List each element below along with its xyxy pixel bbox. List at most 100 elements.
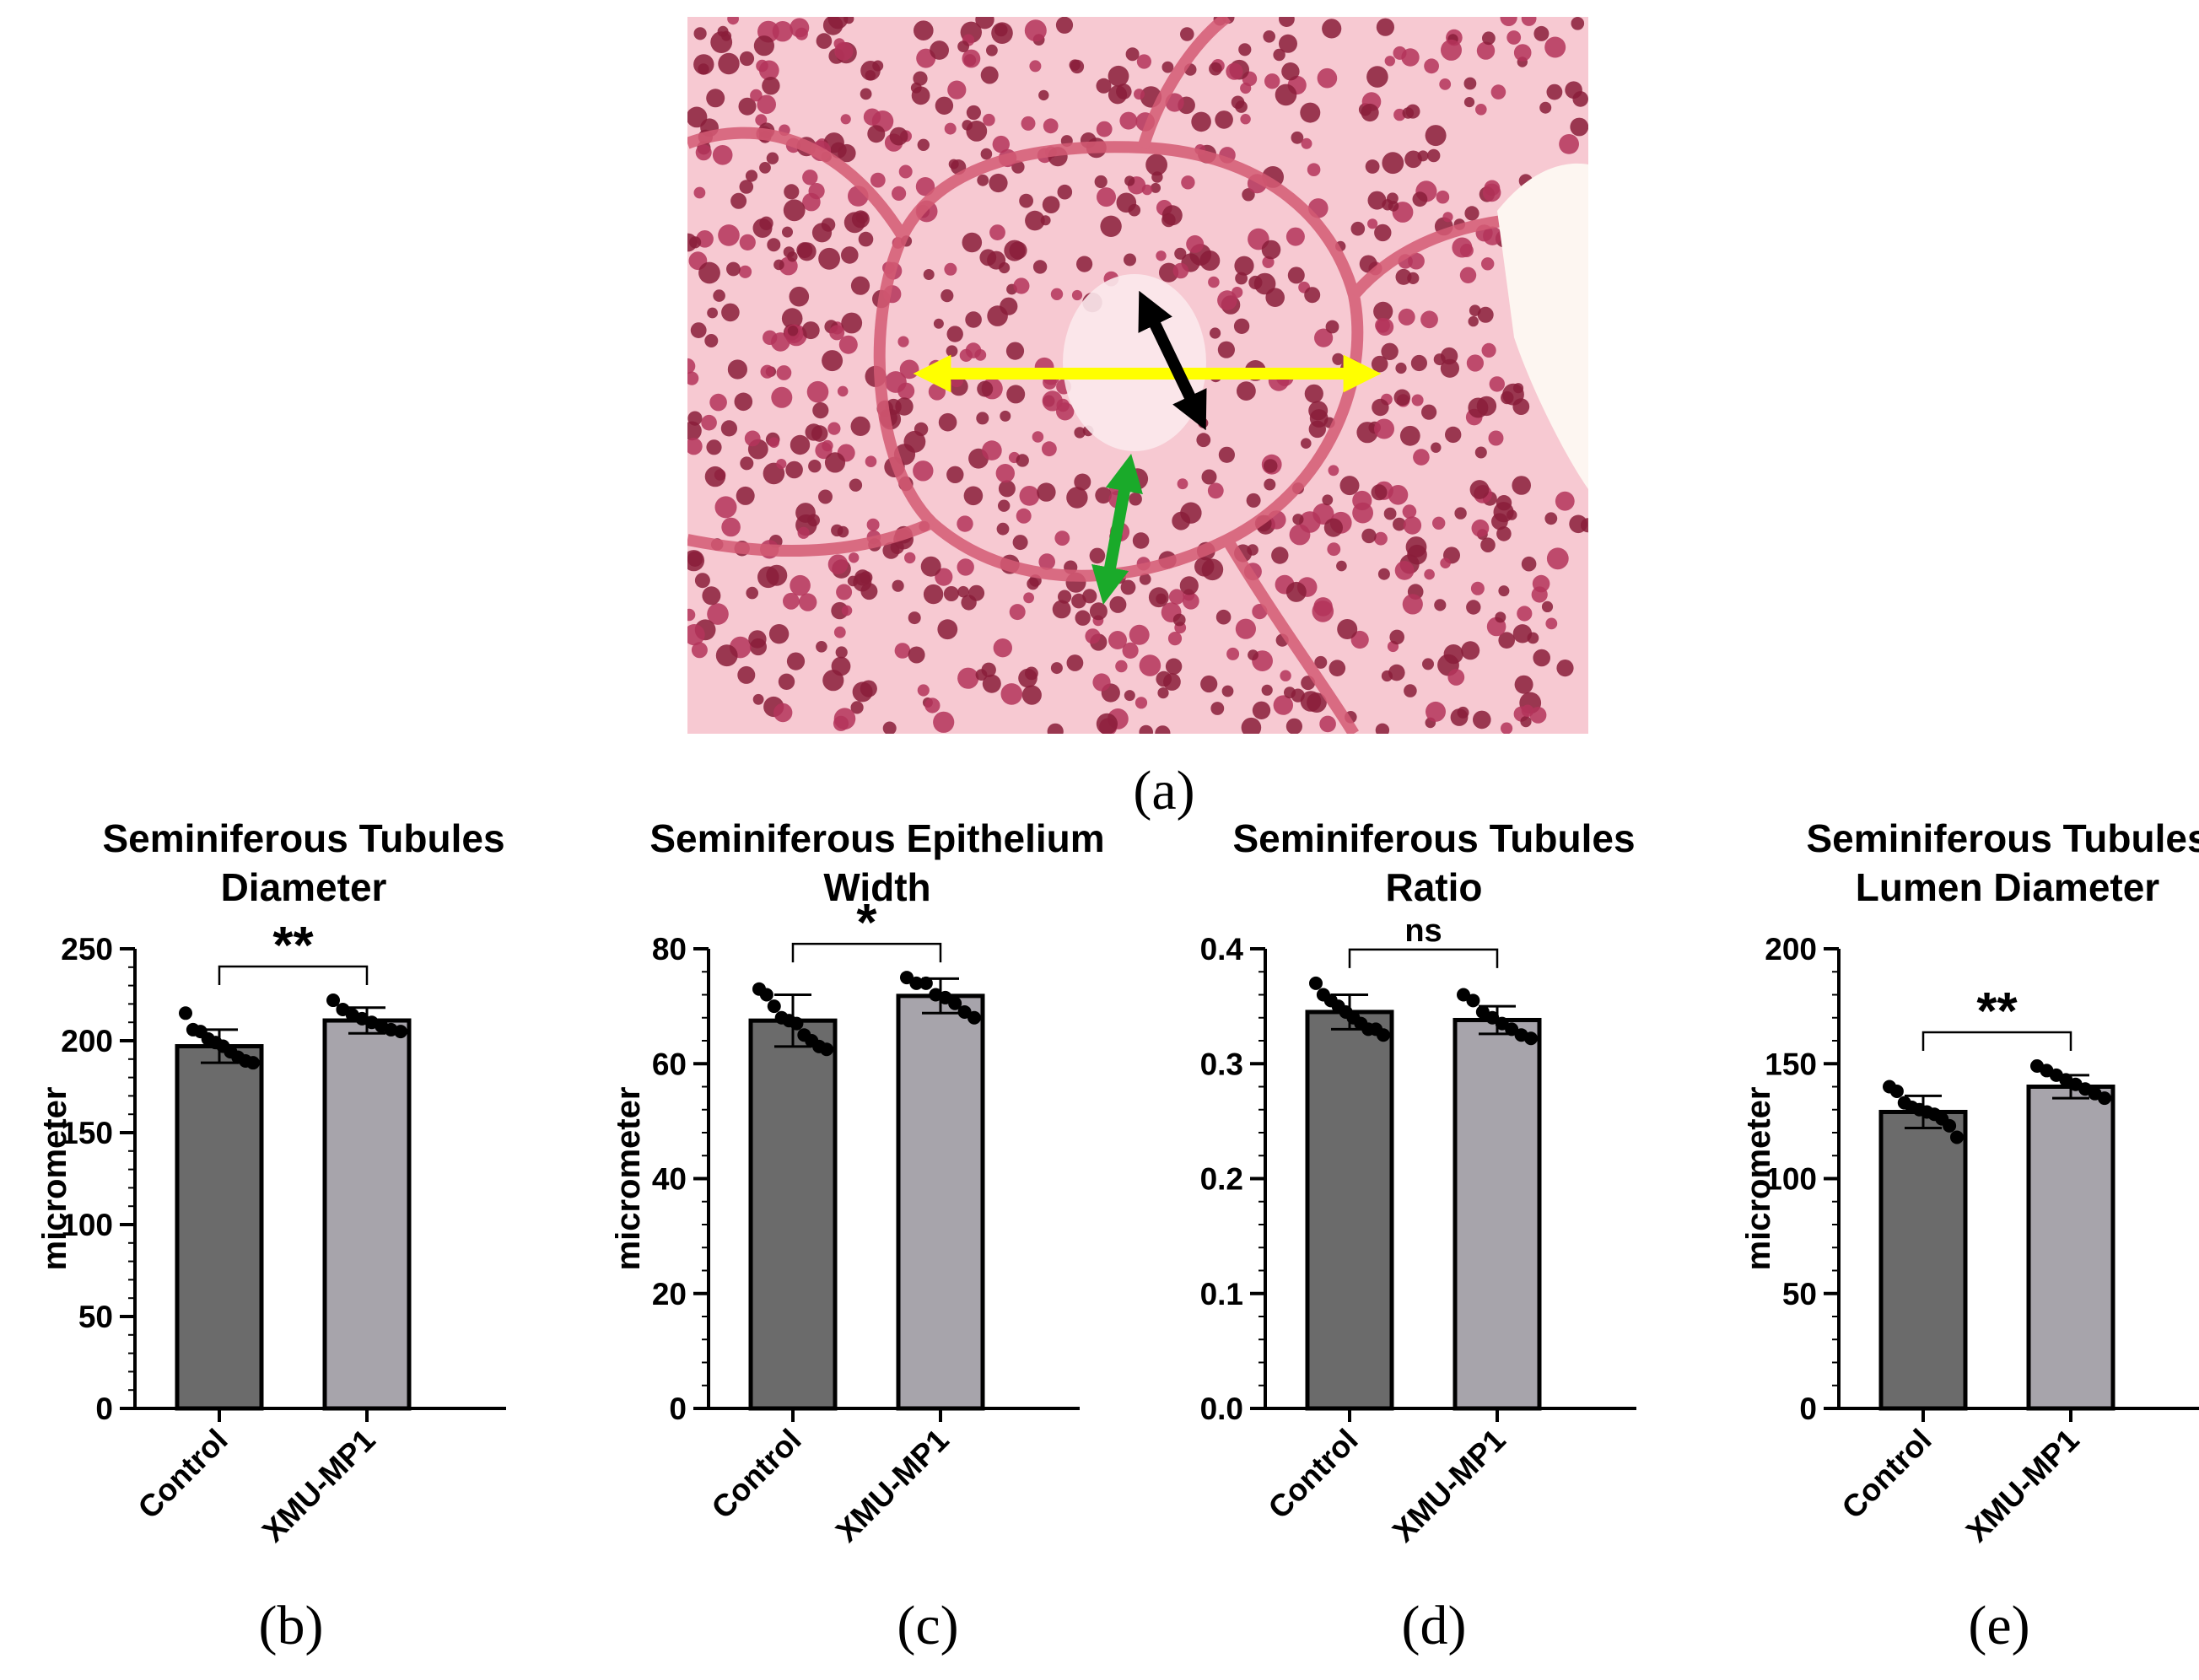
cell-nucleus	[991, 22, 1013, 44]
cell-nucleus	[975, 17, 994, 30]
cell-nucleus	[1246, 493, 1261, 508]
cell-nucleus	[772, 21, 794, 42]
cell-nucleus	[941, 289, 954, 303]
significance-label: **	[1976, 983, 2018, 1041]
cell-nucleus	[1085, 628, 1101, 644]
cell-nucleus	[812, 402, 829, 419]
cell-nucleus	[1383, 507, 1397, 520]
data-point	[1377, 1028, 1390, 1042]
cell-nucleus	[1071, 593, 1086, 609]
cell-nucleus	[850, 276, 870, 295]
cell-nucleus	[1445, 426, 1462, 444]
cell-nucleus	[1422, 658, 1434, 670]
chart-tubules-ratio: Seminiferous Tubules Ratio 0.0 0.1 0.2 0.3 0.4…	[1200, 816, 1636, 1549]
cell-nucleus	[1539, 101, 1552, 114]
cell-nucleus	[797, 526, 810, 539]
cell-nucleus	[897, 336, 909, 347]
cell-nucleus	[1096, 713, 1118, 734]
cell-nucleus	[1234, 256, 1254, 276]
cell-nucleus	[983, 113, 995, 127]
cell-nucleus	[1512, 624, 1533, 643]
cell-nucleus	[995, 464, 1015, 483]
cell-nucleus	[753, 35, 774, 57]
cell-nucleus	[1546, 83, 1563, 100]
cell-nucleus	[831, 656, 851, 676]
cell-nucleus	[1546, 547, 1569, 570]
cell-nucleus	[1252, 701, 1271, 719]
cell-nucleus	[1124, 690, 1135, 702]
cell-nucleus	[730, 192, 747, 209]
cell-nucleus	[693, 27, 707, 40]
cell-nucleus	[1427, 148, 1441, 163]
cell-nucleus	[695, 144, 712, 161]
cell-nucleus	[1404, 684, 1417, 697]
cell-nucleus	[818, 247, 840, 270]
cell-nucleus	[915, 177, 935, 197]
cell-nucleus	[1179, 576, 1199, 595]
cell-nucleus	[1541, 600, 1554, 613]
cell-nucleus	[1042, 196, 1060, 213]
cell-nucleus	[1570, 117, 1588, 137]
y-tick-label: 200	[61, 1024, 113, 1058]
cell-nucleus	[759, 216, 773, 230]
cell-nucleus	[1468, 315, 1479, 327]
cell-nucleus	[1374, 531, 1388, 546]
cell-nucleus	[1025, 210, 1045, 231]
cell-nucleus	[1381, 670, 1393, 682]
cell-nucleus	[687, 371, 699, 385]
cell-nucleus	[1042, 390, 1063, 412]
cell-nucleus	[734, 392, 753, 412]
cell-nucleus	[1481, 257, 1495, 271]
cell-nucleus	[1066, 654, 1084, 671]
cell-nucleus	[1263, 459, 1278, 473]
cell-nucleus	[738, 97, 757, 116]
bar	[175, 1044, 264, 1411]
y-tick-label: 50	[1782, 1277, 1817, 1311]
cell-nucleus	[773, 259, 784, 271]
cell-nucleus	[1529, 707, 1547, 724]
cell-nucleus	[1404, 150, 1422, 169]
cell-nucleus	[1403, 516, 1422, 535]
cell-nucleus	[838, 143, 856, 163]
chart-title-line: Seminiferous Tubules	[102, 816, 504, 860]
cell-nucleus	[917, 684, 930, 697]
cell-nucleus	[1498, 632, 1515, 649]
cell-nucleus	[829, 325, 845, 341]
cell-nucleus	[785, 460, 803, 479]
cell-nucleus	[687, 411, 703, 426]
x-category-label: XMU-MP1	[1959, 1423, 2086, 1549]
x-category-label: XMU-MP1	[1386, 1423, 1512, 1549]
cell-nucleus	[694, 573, 710, 589]
cell-nucleus	[831, 524, 843, 537]
cell-nucleus	[744, 430, 761, 447]
cell-nucleus	[889, 127, 908, 146]
cell-nucleus	[1469, 304, 1481, 317]
cell-nucleus	[1408, 252, 1425, 270]
cell-nucleus	[993, 638, 1012, 658]
cell-nucleus	[752, 693, 764, 705]
cell-nucleus	[1043, 118, 1059, 134]
cell-nucleus	[1109, 595, 1127, 613]
cell-nucleus	[771, 386, 793, 408]
cell-nucleus	[1410, 354, 1427, 372]
cell-nucleus	[1004, 240, 1026, 261]
cell-nucleus	[1161, 205, 1183, 226]
cell-nucleus	[1238, 43, 1252, 57]
cell-nucleus	[1322, 494, 1334, 506]
cell-nucleus	[850, 701, 864, 714]
cell-nucleus	[1299, 511, 1321, 533]
chart-title-line: Width	[823, 865, 930, 909]
cell-nucleus	[1388, 485, 1409, 505]
cell-nucleus	[1337, 619, 1358, 639]
cell-nucleus	[1125, 47, 1140, 62]
cell-nucleus	[1221, 685, 1234, 697]
cell-nucleus	[727, 17, 739, 25]
histology-micrograph	[687, 17, 1588, 734]
cell-nucleus	[1350, 221, 1366, 236]
cell-nucleus	[914, 20, 934, 40]
cell-nucleus	[1136, 54, 1151, 69]
cell-nucleus	[841, 605, 853, 617]
data-point	[2098, 1091, 2111, 1106]
cell-nucleus	[858, 231, 874, 247]
cell-nucleus	[944, 122, 957, 135]
